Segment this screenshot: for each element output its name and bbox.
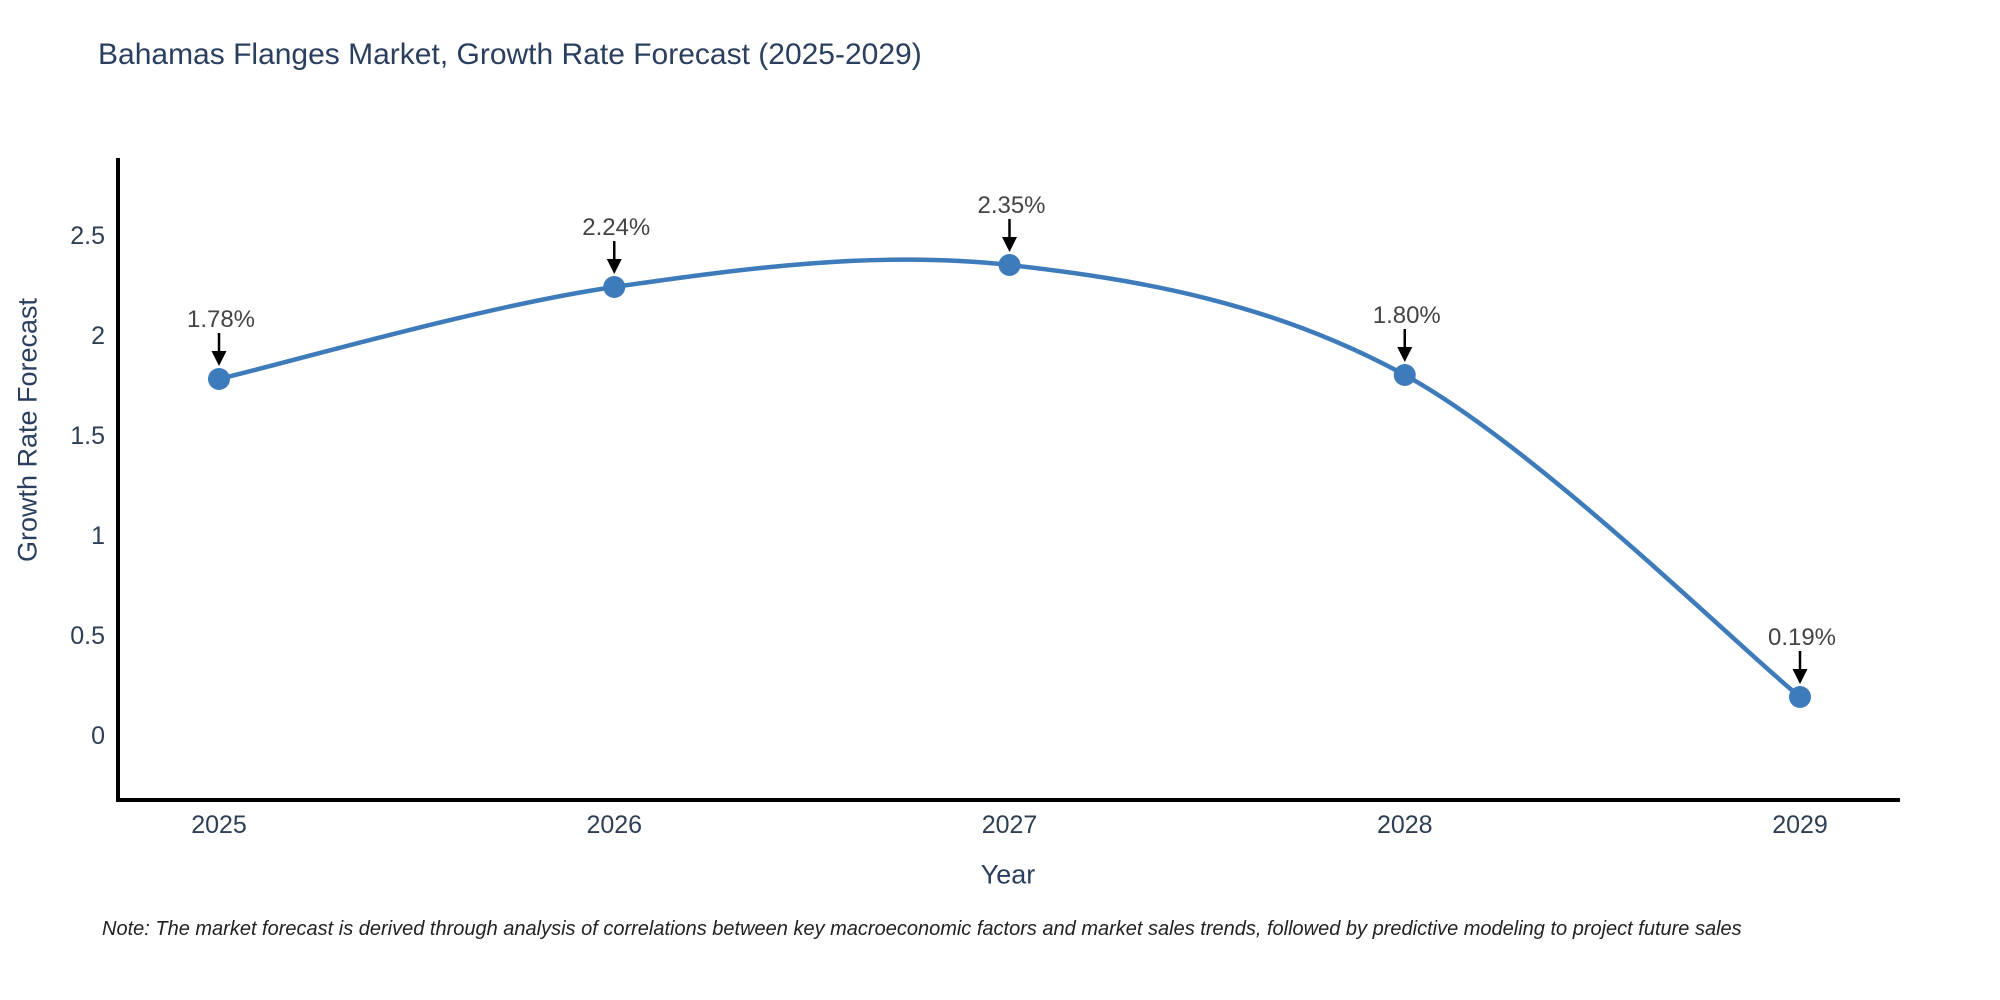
point-label-2029: 0.19% — [1768, 624, 1836, 651]
point-label-2026: 2.24% — [582, 214, 650, 241]
y-tick-label: 1.5 — [70, 422, 105, 450]
data-point-2026[interactable] — [603, 276, 626, 298]
x-tick-label: 2027 — [982, 811, 1038, 839]
x-tick-label: 2028 — [1377, 811, 1433, 839]
chart-title: Bahamas Flanges Market, Growth Rate Fore… — [98, 38, 922, 71]
annotation-arrow-head — [1002, 237, 1017, 252]
x-tick-label: 2026 — [586, 811, 642, 839]
y-tick-label: 0.5 — [70, 622, 105, 650]
growth-rate-line — [218, 257, 1802, 699]
y-tick-label: 2.5 — [70, 222, 105, 250]
y-tick-label: 0 — [91, 722, 105, 750]
data-point-2028[interactable] — [1393, 364, 1416, 386]
x-axis-title: Year — [980, 859, 1036, 890]
y-axis-title: Growth Rate Forecast — [12, 297, 43, 563]
annotation-arrow-head — [606, 259, 622, 274]
point-label-2028: 1.80% — [1373, 302, 1441, 329]
y-tick-label: 2 — [91, 322, 105, 350]
data-point-2029[interactable] — [1789, 686, 1811, 708]
data-point-2025[interactable] — [208, 368, 230, 390]
annotation-arrow-head — [1397, 347, 1413, 362]
y-tick-label: 1 — [91, 522, 105, 550]
x-tick-label: 2025 — [191, 811, 247, 839]
annotation-arrow-head — [1792, 669, 1808, 684]
chart-footnote: Note: The market forecast is derived thr… — [102, 918, 1742, 940]
annotation-arrow-head — [211, 351, 227, 366]
data-point-2027[interactable] — [998, 254, 1021, 276]
point-label-2025: 1.78% — [187, 306, 255, 333]
x-tick-label: 2029 — [1772, 811, 1828, 839]
point-label-2027: 2.35% — [977, 192, 1045, 219]
